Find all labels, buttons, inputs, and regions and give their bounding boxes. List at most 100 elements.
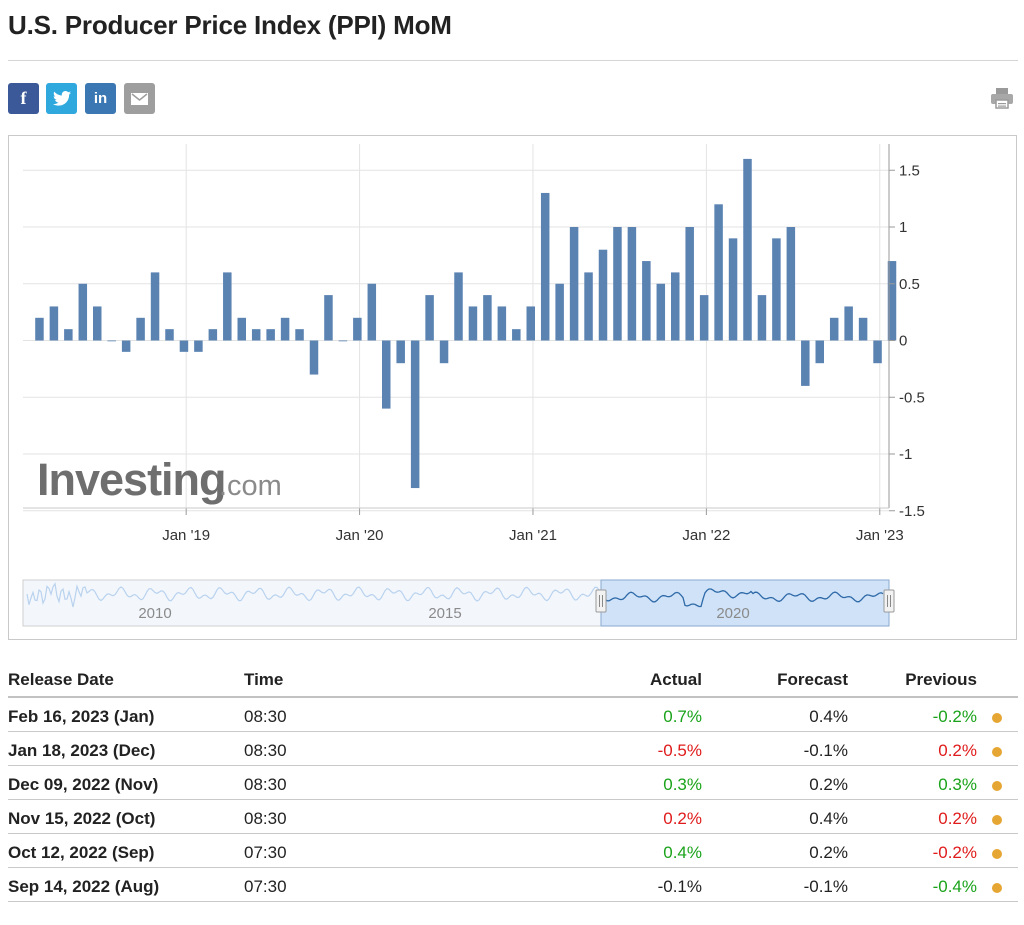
time-cell: 07:30	[244, 877, 287, 896]
data-bar	[78, 283, 88, 341]
forecast-cell: -0.1%	[803, 741, 848, 760]
data-bar	[743, 158, 752, 341]
status-dot-icon	[992, 815, 1002, 825]
x-tick-label: Jan '22	[682, 527, 730, 544]
printer-icon	[991, 88, 1013, 109]
data-bar	[483, 295, 492, 341]
status-dot-icon	[992, 781, 1002, 791]
header-actual: Actual	[650, 670, 702, 689]
actual-cell: 0.4%	[663, 843, 702, 862]
data-bar	[714, 204, 723, 341]
data-bar	[555, 283, 564, 341]
navigator-year-label: 2020	[716, 605, 749, 622]
data-bar	[35, 317, 44, 341]
x-tick-label: Jan '21	[509, 527, 557, 544]
time-cell: 08:30	[244, 741, 287, 760]
data-bar	[512, 329, 521, 341]
data-bar	[815, 340, 824, 364]
bar-series	[35, 158, 897, 489]
status-dot-icon	[992, 883, 1002, 893]
data-bar	[425, 295, 434, 341]
data-bar	[656, 283, 666, 341]
data-bar	[699, 295, 709, 341]
ppi-bar-chart: Investing .com 1.5 1 0.5 0 -0.5 -1 -1.5 Jan '19…	[22, 144, 925, 627]
share-email-button[interactable]	[124, 83, 155, 114]
data-bar	[280, 317, 290, 341]
release-history-table: Release Date Time Actual Forecast Previo…	[8, 664, 1018, 902]
navigator-handle-grip	[595, 589, 607, 613]
release-date-cell: Nov 15, 2022 (Oct)	[8, 809, 156, 828]
forecast-cell: 0.2%	[809, 775, 848, 794]
navigator-history-line	[26, 581, 608, 608]
data-bar	[801, 340, 810, 386]
y-tick-label: -1.5	[899, 503, 925, 520]
table-row: Oct 12, 2022 (Sep) 07:30 0.4% 0.2% -0.2%	[8, 834, 1018, 868]
share-facebook-button[interactable]: f	[8, 83, 39, 114]
actual-cell: 0.3%	[663, 775, 702, 794]
data-bar	[454, 272, 463, 341]
y-tick-label: -1	[899, 446, 912, 463]
data-bar	[324, 295, 333, 341]
x-tick-label: Jan '23	[856, 527, 904, 544]
data-bar	[136, 317, 145, 341]
forecast-cell: -0.1%	[803, 877, 848, 896]
data-bar	[237, 317, 246, 341]
table-row: Nov 15, 2022 (Oct) 08:30 0.2% 0.4% 0.2%	[8, 800, 1018, 834]
data-bar	[107, 340, 116, 342]
share-twitter-button[interactable]	[46, 83, 77, 114]
data-bar	[786, 227, 796, 341]
actual-cell: -0.5%	[657, 741, 702, 760]
data-bar	[757, 295, 767, 341]
data-bar	[685, 227, 694, 341]
table-header: Release Date Time Actual Forecast Previo…	[8, 664, 1018, 698]
watermark-suffix: .com	[219, 470, 282, 502]
data-bar	[468, 306, 478, 341]
data-bar	[396, 340, 405, 364]
data-bar	[410, 340, 420, 489]
header-forecast: Forecast	[777, 670, 848, 689]
header-release-date: Release Date	[8, 670, 114, 689]
data-bar	[382, 340, 391, 409]
title-divider	[8, 60, 1018, 61]
data-bar	[121, 340, 131, 352]
forecast-cell: 0.4%	[809, 809, 848, 828]
release-date-cell: Jan 18, 2023 (Dec)	[8, 741, 156, 760]
share-linkedin-button[interactable]: in	[85, 83, 116, 114]
status-dot-icon	[992, 849, 1002, 859]
actual-cell: 0.2%	[663, 809, 702, 828]
table-row: Feb 16, 2023 (Jan) 08:30 0.7% 0.4% -0.2%	[8, 698, 1018, 732]
actual-cell: -0.1%	[657, 877, 702, 896]
navigator-handle[interactable]	[595, 589, 607, 613]
navigator-selected-line	[602, 588, 884, 608]
print-button[interactable]	[990, 86, 1014, 110]
data-bar	[829, 317, 839, 341]
data-bar	[353, 317, 362, 341]
navigator-handle[interactable]	[883, 589, 895, 613]
x-tick-label: Jan '19	[162, 527, 210, 544]
navigator-year-label: 2015	[428, 605, 461, 622]
data-bar	[844, 306, 853, 341]
watermark-brand: Investing	[37, 454, 226, 505]
data-bar	[772, 238, 781, 341]
header-previous: Previous	[905, 670, 977, 689]
data-bar	[858, 317, 868, 341]
y-tick-label: 1	[899, 219, 907, 236]
data-bar	[208, 329, 218, 341]
chart-container: Investing .com 1.5 1 0.5 0 -0.5 -1 -1.5 Jan '19…	[8, 135, 1017, 640]
data-bar	[439, 340, 449, 364]
forecast-cell: 0.4%	[809, 707, 848, 726]
time-cell: 08:30	[244, 809, 287, 828]
data-bar	[642, 261, 651, 341]
data-bar	[49, 306, 59, 341]
page-title: U.S. Producer Price Index (PPI) MoM	[8, 10, 452, 40]
data-bar	[309, 340, 319, 375]
release-date-cell: Sep 14, 2022 (Aug)	[8, 877, 160, 896]
y-tick-label: 0.5	[899, 276, 920, 293]
range-navigator[interactable]: 2010 2015 2020	[22, 579, 895, 627]
data-bar	[93, 306, 102, 341]
facebook-icon: f	[20, 88, 27, 108]
y-tick-label: 1.5	[899, 162, 920, 179]
data-bar	[338, 340, 348, 342]
data-bar	[194, 340, 203, 352]
forecast-cell: 0.2%	[809, 843, 848, 862]
